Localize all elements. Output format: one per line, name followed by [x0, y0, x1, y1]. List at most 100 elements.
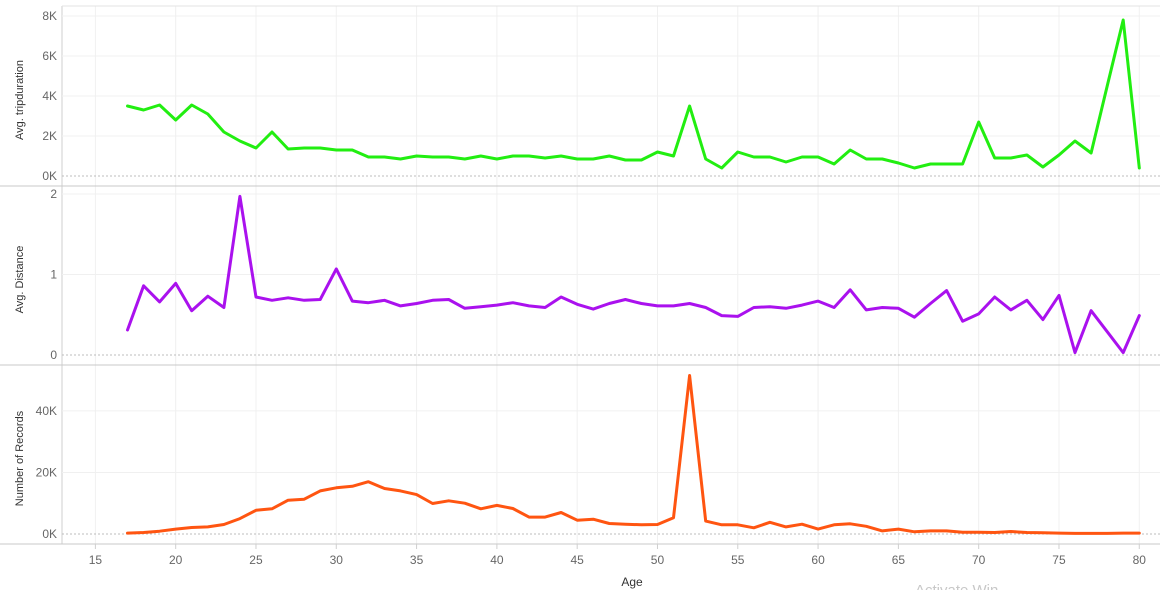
y-tick-label: 40K [36, 404, 57, 418]
data-point [961, 163, 964, 166]
data-point [849, 149, 852, 152]
data-point [1025, 299, 1028, 302]
data-point [801, 304, 804, 307]
data-point [720, 314, 723, 317]
data-point [1122, 19, 1125, 22]
x-tick-label: 35 [410, 553, 424, 567]
data-point [784, 307, 787, 310]
data-point [929, 163, 932, 166]
data-point [801, 523, 804, 526]
data-point [801, 156, 804, 159]
data-point [415, 493, 418, 496]
data-point [1009, 157, 1012, 160]
data-point [1041, 166, 1044, 169]
data-point [415, 302, 418, 305]
data-point [897, 162, 900, 165]
data-point [1009, 530, 1012, 533]
data-point [849, 522, 852, 525]
data-point [849, 288, 852, 291]
y-tick-label: 8K [42, 9, 57, 23]
x-tick-label: 50 [651, 553, 665, 567]
data-point [993, 157, 996, 160]
data-point [254, 147, 257, 150]
data-point [495, 304, 498, 307]
data-point [1074, 140, 1077, 143]
data-point [463, 158, 466, 161]
data-point [736, 151, 739, 154]
data-point [1057, 154, 1060, 157]
data-point [817, 528, 820, 531]
y-tick-label: 2K [42, 129, 57, 143]
data-point [544, 306, 547, 309]
y-tick-label: 1 [50, 268, 57, 282]
data-point [720, 167, 723, 170]
y-axis-title: Number of Records [14, 410, 26, 506]
data-point [1090, 309, 1093, 312]
data-point [271, 299, 274, 302]
data-point [1106, 85, 1109, 88]
data-point [961, 531, 964, 534]
x-tick-label: 55 [731, 553, 745, 567]
data-point [784, 161, 787, 164]
panel-3: 0K 20K 40K Number of Records [0, 374, 1160, 545]
data-point [206, 113, 209, 116]
data-point [1057, 294, 1060, 297]
data-point [704, 158, 707, 161]
data-point [576, 303, 579, 306]
data-point [126, 329, 129, 332]
data-point [656, 151, 659, 154]
data-point [913, 316, 916, 319]
data-point [351, 300, 354, 303]
x-tick-label: 80 [1133, 553, 1147, 567]
data-point [431, 156, 434, 159]
data-point [1122, 351, 1125, 354]
data-point [367, 480, 370, 483]
data-point [431, 299, 434, 302]
data-point [865, 525, 868, 528]
data-point [528, 516, 531, 519]
panel-1: 0K 2K 4K 6K 8K Avg. tripduration [0, 9, 1160, 187]
data-point [720, 523, 723, 526]
data-point [415, 155, 418, 158]
data-point [238, 195, 241, 198]
series-line [126, 194, 1141, 355]
data-point [1025, 531, 1028, 534]
data-point [1074, 351, 1077, 354]
data-point [142, 531, 145, 534]
y-tick-label: 4K [42, 89, 57, 103]
data-point [383, 487, 386, 490]
data-point [463, 307, 466, 310]
data-point [1009, 308, 1012, 311]
data-point [1106, 330, 1109, 333]
data-point [335, 267, 338, 270]
y-tick-label: 0K [42, 169, 57, 183]
data-point [608, 522, 611, 525]
data-point [833, 523, 836, 526]
data-point [704, 306, 707, 309]
data-point [142, 109, 145, 112]
series-line [126, 374, 1141, 535]
data-point [271, 507, 274, 510]
y-tick-label: 20K [36, 465, 57, 479]
data-point [528, 155, 531, 158]
data-point [784, 525, 787, 528]
data-point [672, 304, 675, 307]
data-point [158, 300, 161, 303]
data-point [367, 301, 370, 304]
data-point [1057, 532, 1060, 535]
data-point [1138, 167, 1141, 170]
data-point [688, 302, 691, 305]
data-point [881, 158, 884, 161]
data-point [238, 140, 241, 143]
data-point [158, 104, 161, 107]
data-point [335, 486, 338, 489]
series-line [126, 18, 1141, 170]
data-point [833, 306, 836, 309]
data-point [929, 529, 932, 532]
data-point [1122, 532, 1125, 535]
data-point [624, 298, 627, 301]
data-point [624, 523, 627, 526]
data-point [511, 301, 514, 304]
data-point [592, 518, 595, 521]
x-tick-label: 45 [571, 553, 585, 567]
